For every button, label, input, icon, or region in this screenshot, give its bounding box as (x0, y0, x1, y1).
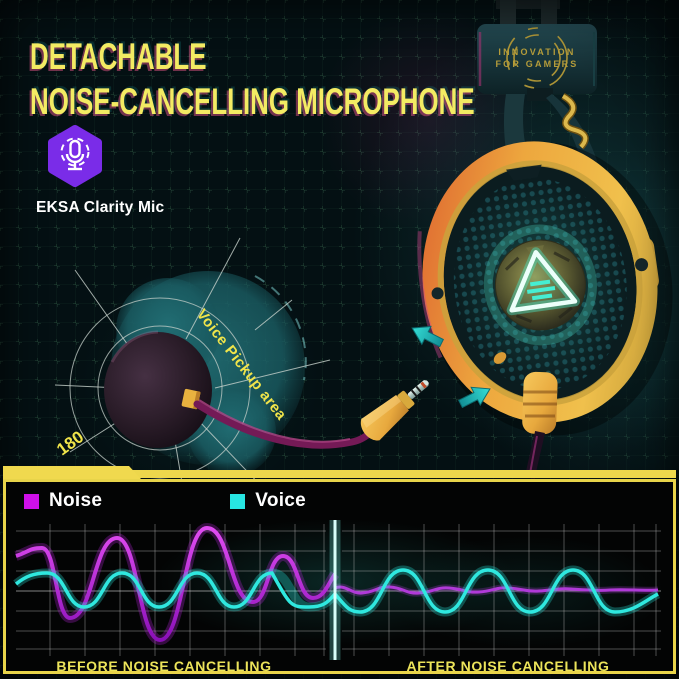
panel-frame: Noise Voice (3, 479, 676, 674)
badge-label: EKSA Clarity Mic (36, 199, 165, 216)
title-line1: DETACHABLE (30, 36, 207, 77)
noise-swatch (24, 493, 39, 509)
clarity-mic-badge: EKSA Clarity Mic (36, 124, 204, 217)
legend-item-voice: Voice (116, 490, 306, 512)
microphone-icon (48, 125, 102, 187)
noise-label: Noise (49, 490, 103, 511)
legend: Noise Voice (24, 490, 306, 512)
voice-label: Voice (255, 490, 307, 511)
before-noise-cancelling-label: BEFORE NOISE CANCELLING (56, 658, 272, 674)
legend-item-noise: Noise (24, 490, 102, 512)
angle-180-label: 180 (53, 427, 87, 459)
title-line2: NOISE-CANCELLING MICROPHONE (30, 81, 475, 122)
waveform-chart (13, 520, 661, 660)
page-title: DETACHABLE NOISE-CANCELLING MICROPHONE (30, 34, 665, 124)
detachable-mic-plug (360, 380, 429, 441)
after-noise-cancelling-label: AFTER NOISE CANCELLING (406, 658, 610, 674)
panel-tab (3, 466, 141, 479)
voice-swatch (230, 493, 246, 509)
waveform-panel: Noise Voice (3, 466, 676, 674)
cup-stem-and-cable (522, 371, 558, 479)
